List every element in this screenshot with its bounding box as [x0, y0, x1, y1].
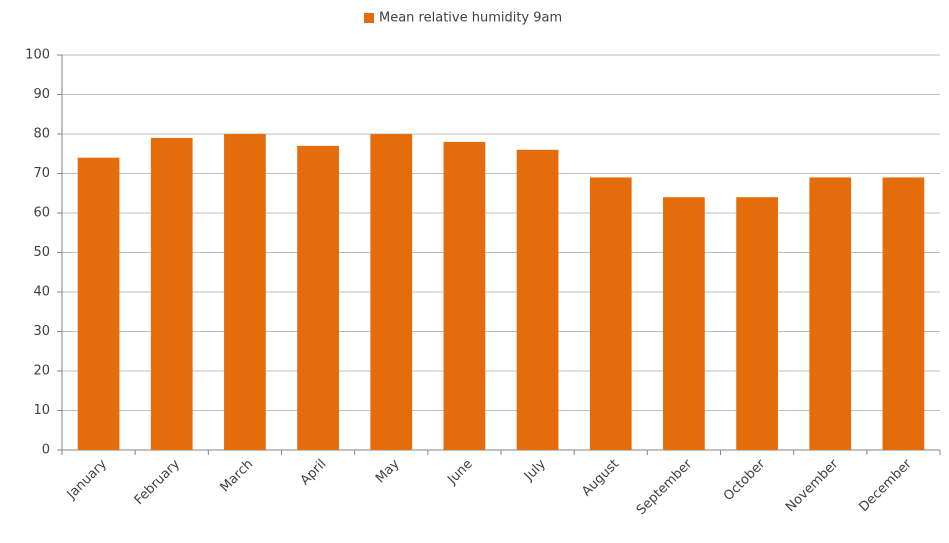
- bar: [589, 177, 632, 450]
- y-tick-label: 70: [33, 166, 50, 181]
- bar: [77, 157, 120, 450]
- x-tick-label: September: [634, 456, 696, 518]
- x-tick-label: May: [373, 456, 403, 486]
- bar: [663, 197, 705, 450]
- x-tick-label: June: [444, 457, 475, 488]
- bar: [809, 177, 852, 450]
- bar: [297, 145, 339, 450]
- y-tick-label: 20: [33, 364, 50, 379]
- bar: [443, 141, 486, 450]
- legend-label: Mean relative humidity 9am: [379, 11, 562, 26]
- x-tick-label: April: [298, 457, 330, 489]
- legend-swatch: [364, 13, 374, 23]
- bar: [736, 197, 778, 450]
- y-tick-label: 90: [33, 87, 50, 102]
- bar: [370, 134, 413, 450]
- x-tick-label: February: [132, 456, 184, 508]
- x-tick-label: October: [721, 456, 769, 504]
- bar: [882, 177, 925, 450]
- y-tick-label: 80: [33, 127, 50, 142]
- x-tick-label: January: [64, 456, 110, 502]
- x-tick-label: November: [783, 456, 842, 515]
- bar: [224, 134, 266, 450]
- bar: [516, 149, 559, 451]
- y-tick-label: 30: [33, 324, 50, 339]
- y-tick-label: 50: [33, 245, 50, 260]
- x-tick-label: December: [856, 456, 915, 515]
- y-tick-label: 100: [25, 48, 50, 63]
- x-tick-label: March: [218, 457, 257, 496]
- x-tick-label: August: [579, 457, 622, 500]
- bar: [150, 137, 193, 450]
- x-tick-label: July: [521, 456, 549, 484]
- y-tick-label: 40: [33, 285, 50, 300]
- y-tick-label: 60: [33, 206, 50, 221]
- y-tick-label: 0: [42, 443, 50, 458]
- y-tick-label: 10: [33, 403, 50, 418]
